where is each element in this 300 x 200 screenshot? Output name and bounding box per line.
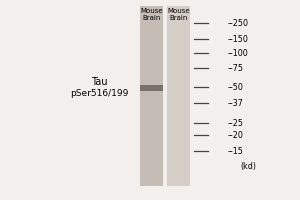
Text: --150: --150 — [228, 34, 249, 44]
Text: --50: --50 — [228, 83, 244, 92]
Text: Mouse
Brain: Mouse Brain — [167, 8, 190, 21]
Text: pSer516/199: pSer516/199 — [70, 90, 128, 98]
Text: (kd): (kd) — [240, 162, 256, 171]
Text: --100: --100 — [228, 48, 249, 58]
Text: Tau: Tau — [91, 77, 107, 87]
Text: --37: --37 — [228, 98, 244, 108]
Bar — [167, 6, 190, 186]
Bar — [140, 6, 163, 186]
Text: --250: --250 — [228, 19, 249, 27]
Text: --20: --20 — [228, 131, 244, 140]
Bar — [140, 85, 163, 91]
Text: --15: --15 — [228, 146, 244, 156]
Text: Mouse
Brain: Mouse Brain — [140, 8, 163, 21]
Text: --75: --75 — [228, 64, 244, 73]
Text: --25: --25 — [228, 118, 244, 128]
